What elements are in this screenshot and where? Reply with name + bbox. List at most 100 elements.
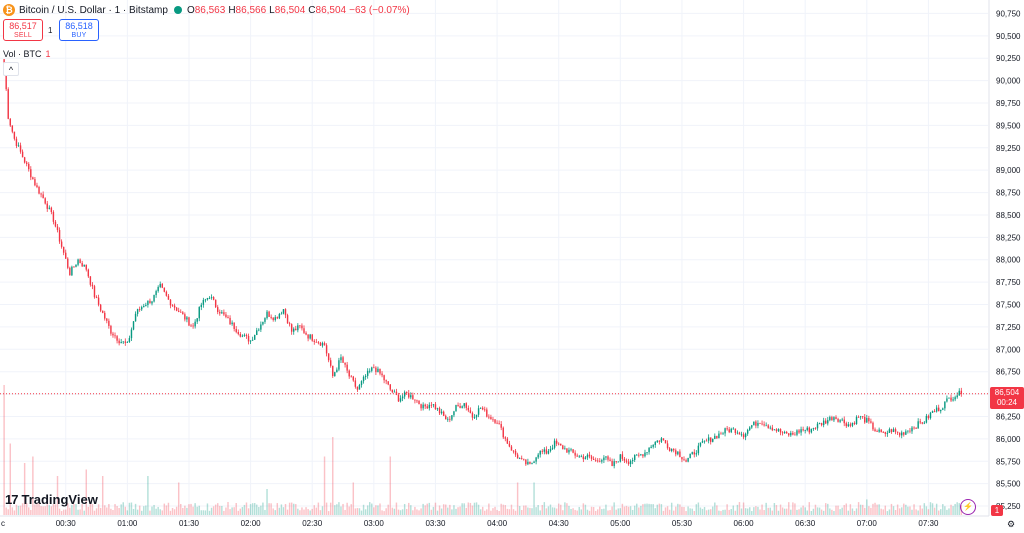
candle-body [42, 194, 44, 199]
symbol-legend[interactable]: ₿ Bitcoin / U.S. Dollar · 1 · Bitstamp O… [3, 3, 413, 17]
volume-bar [463, 503, 465, 515]
time-axis[interactable]: c 00:30 01:00 01:30 02:00 02:30 03:00 03:30 04:0… [1, 519, 939, 528]
candle-body [617, 461, 619, 463]
candle-body [481, 407, 484, 410]
candle-body [143, 306, 145, 308]
volume-bar [342, 503, 344, 515]
candle-body [134, 313, 137, 322]
candle-body [843, 419, 845, 424]
candle-body [629, 461, 632, 465]
candle-body [77, 259, 79, 265]
candle-body [157, 287, 159, 292]
candle-body [498, 423, 500, 425]
volume-bar [34, 504, 36, 515]
volume-bar [765, 502, 767, 515]
x-tick-label: 01:00 [117, 519, 138, 528]
volume-legend[interactable]: Vol · BTC 1 [3, 49, 51, 59]
volume-bar [101, 476, 104, 515]
collapse-legend-button[interactable]: ^ [3, 62, 19, 76]
volume-bar [120, 504, 122, 515]
volume-bar [282, 507, 285, 515]
volume-bar [812, 508, 815, 515]
volume-bar [412, 510, 414, 515]
volume-bar [514, 510, 517, 515]
candle-body [948, 397, 950, 399]
volume-bar [603, 508, 605, 515]
candle-body [820, 423, 823, 426]
candle-body [379, 368, 381, 374]
candle-body [703, 440, 706, 442]
volume-bar [590, 506, 593, 515]
candle-body [864, 417, 866, 423]
candle-body [116, 336, 118, 341]
candle-body [944, 401, 946, 409]
volume-bar [802, 505, 804, 515]
candle-body [841, 419, 843, 421]
symbol-title[interactable]: Bitcoin / U.S. Dollar · 1 · Bitstamp [19, 4, 168, 16]
buy-button[interactable]: 86,518 BUY [59, 19, 99, 41]
volume-bar [321, 506, 324, 515]
volume-bar [531, 508, 533, 515]
volume-bar [942, 504, 944, 515]
volume-bar [759, 509, 761, 515]
volume-bar [338, 502, 340, 515]
volume-bar [290, 502, 293, 515]
volume-bar [455, 508, 457, 515]
volume-bar [695, 504, 698, 515]
volume-bar [790, 509, 792, 515]
volume-bar [880, 508, 882, 515]
candle-body [38, 187, 40, 194]
volume-bar [159, 509, 161, 515]
candle-body [931, 411, 934, 413]
candle-body [490, 417, 492, 420]
candle-body [373, 367, 375, 369]
candle-body [188, 317, 190, 326]
price-axis[interactable]: 90,750 90,500 90,250 90,000 89,750 89,500 89,2… [996, 9, 1021, 511]
tradingview-logo[interactable]: 17 TradingView [5, 492, 98, 507]
volume-bar [872, 503, 874, 515]
candle-body [235, 328, 237, 333]
volume-bar [547, 506, 550, 515]
volume-bar [740, 508, 743, 515]
volume-bar [5, 507, 7, 515]
volume-bar [810, 511, 813, 515]
volume-bar [75, 504, 77, 515]
candle-body [60, 241, 63, 247]
candle-body [309, 334, 311, 339]
candle-body [884, 432, 887, 434]
candle-body [927, 415, 930, 419]
candle-body [245, 334, 248, 336]
volume-bar [186, 507, 188, 515]
volume-bar [23, 463, 26, 515]
volume-bar [325, 502, 328, 515]
candle-body [666, 443, 669, 449]
candle-body [169, 299, 172, 306]
candle-body [11, 125, 14, 132]
candle-body [640, 454, 642, 456]
candle-body [500, 424, 502, 428]
candle-body [266, 311, 268, 319]
settings-gear-icon[interactable]: ⚙ [1006, 519, 1016, 529]
candle-body [438, 408, 441, 414]
candle-body [391, 389, 394, 393]
candle-body [307, 334, 309, 339]
volume-bar [866, 499, 868, 515]
volume-bar [344, 509, 346, 515]
candle-body [695, 453, 698, 455]
volume-bar [619, 508, 622, 515]
y-tick-label: 85,750 [996, 457, 1021, 466]
volume-bar [399, 510, 402, 515]
x-tick-label: 04:00 [487, 519, 508, 528]
candle-body [381, 373, 383, 376]
volume-bar [307, 509, 309, 515]
candle-body [202, 299, 205, 305]
candle-body [311, 334, 313, 341]
sell-button[interactable]: 86,517 SELL [3, 19, 43, 41]
bolt-icon[interactable]: ⚡ [960, 499, 976, 515]
candle-body [804, 430, 806, 431]
volume-bar [948, 508, 950, 515]
market-status-dot[interactable] [173, 6, 182, 14]
notification-badge[interactable]: 1 [991, 505, 1003, 516]
volume-bar [582, 503, 585, 515]
